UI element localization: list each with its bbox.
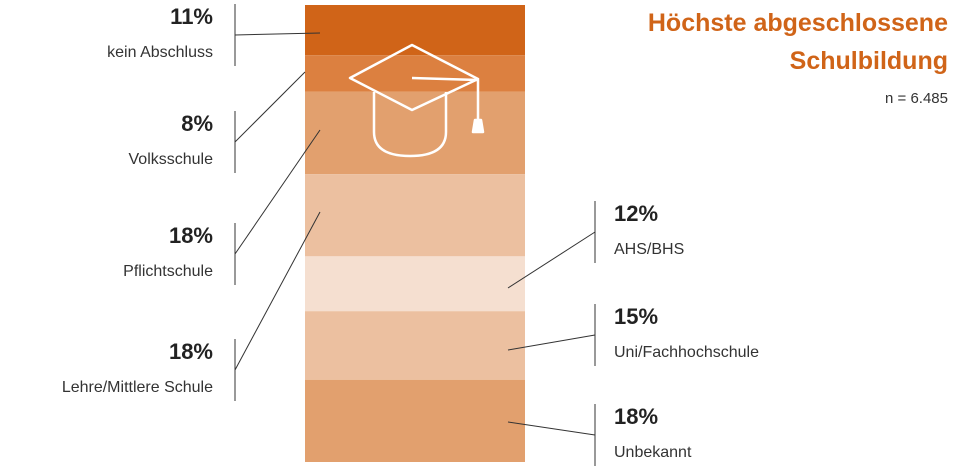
graduation-cap-icon xyxy=(348,43,485,158)
category-label: kein Abschluss xyxy=(107,44,213,61)
leader-line xyxy=(234,32,321,36)
value-label: 18% xyxy=(169,223,213,248)
value-label: 15% xyxy=(614,304,658,329)
bar-segment xyxy=(305,256,525,312)
leader-line xyxy=(234,211,321,371)
value-label: 18% xyxy=(614,404,658,429)
bar-segment xyxy=(305,379,525,462)
leader-line xyxy=(507,334,596,351)
leader-line xyxy=(234,129,321,255)
leader-line xyxy=(507,231,596,289)
category-label: Lehre/Mittlere Schule xyxy=(62,379,213,396)
chart-title: Höchste abgeschlossene Schulbildung xyxy=(647,9,948,75)
bar-segment xyxy=(305,91,525,175)
category-label: Uni/Fachhochschule xyxy=(614,344,759,361)
value-label: 18% xyxy=(169,339,213,364)
category-label: Pflichtschule xyxy=(123,263,213,280)
chart-subtitle: n = 6.485 xyxy=(885,90,948,107)
category-label: Unbekannt xyxy=(614,444,692,461)
category-label: AHS/BHS xyxy=(614,241,684,258)
value-label: 8% xyxy=(181,111,213,136)
bar-segment xyxy=(305,55,525,92)
leader-line xyxy=(234,71,306,143)
bar-group xyxy=(305,5,525,462)
bar-segment xyxy=(305,174,525,257)
leader-line xyxy=(507,421,596,436)
category-label: Volksschule xyxy=(129,151,214,168)
value-label: 12% xyxy=(614,201,658,226)
value-label: 11% xyxy=(170,4,213,29)
bar-segment xyxy=(305,311,525,380)
